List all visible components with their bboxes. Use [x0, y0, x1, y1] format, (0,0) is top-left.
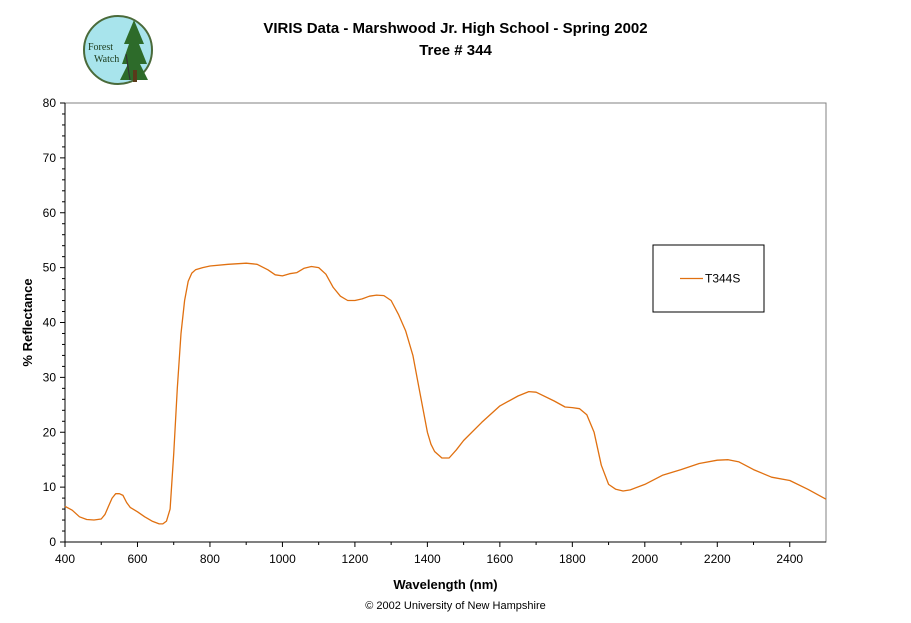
logo-text-watch: Watch: [94, 54, 119, 65]
x-tick-label: 2400: [776, 552, 803, 566]
x-tick-label: 1600: [487, 552, 514, 566]
y-tick-label: 20: [43, 425, 57, 439]
y-tick-label: 80: [43, 96, 57, 110]
x-tick-label: 800: [200, 552, 220, 566]
x-tick-label: 1000: [269, 552, 296, 566]
x-tick-label: 600: [127, 552, 147, 566]
x-tick-label: 2000: [631, 552, 658, 566]
plot-area: [64, 102, 827, 543]
chart-subtitle: Tree # 344: [419, 42, 492, 59]
y-tick-label: 30: [43, 370, 57, 384]
y-axis-title: % Reflectance: [20, 278, 35, 366]
logo-text-forest: Forest: [88, 42, 113, 53]
legend-box: [652, 244, 765, 313]
x-tick-label: 1800: [559, 552, 586, 566]
y-tick-label: 50: [43, 261, 57, 275]
y-tick-label: 40: [43, 316, 57, 330]
x-axis-title: Wavelength (nm): [393, 577, 497, 592]
series-line-t344s: [64, 262, 827, 525]
y-tick-label: 10: [43, 480, 57, 494]
y-tick-label: 0: [49, 535, 56, 549]
x-tick-label: 1200: [342, 552, 369, 566]
chart-title: VIRIS Data - Marshwood Jr. High School -…: [263, 20, 648, 37]
x-tick-label: 400: [55, 552, 75, 566]
copyright-text: © 2002 University of New Hampshire: [365, 600, 546, 612]
y-tick-label: 60: [43, 206, 57, 220]
legend-label: T344S: [705, 272, 740, 286]
y-tick-label: 70: [43, 151, 57, 165]
x-tick-label: 1400: [414, 552, 441, 566]
forest-watch-logo-icon: Forest Watch: [83, 15, 153, 85]
x-tick-label: 2200: [704, 552, 731, 566]
